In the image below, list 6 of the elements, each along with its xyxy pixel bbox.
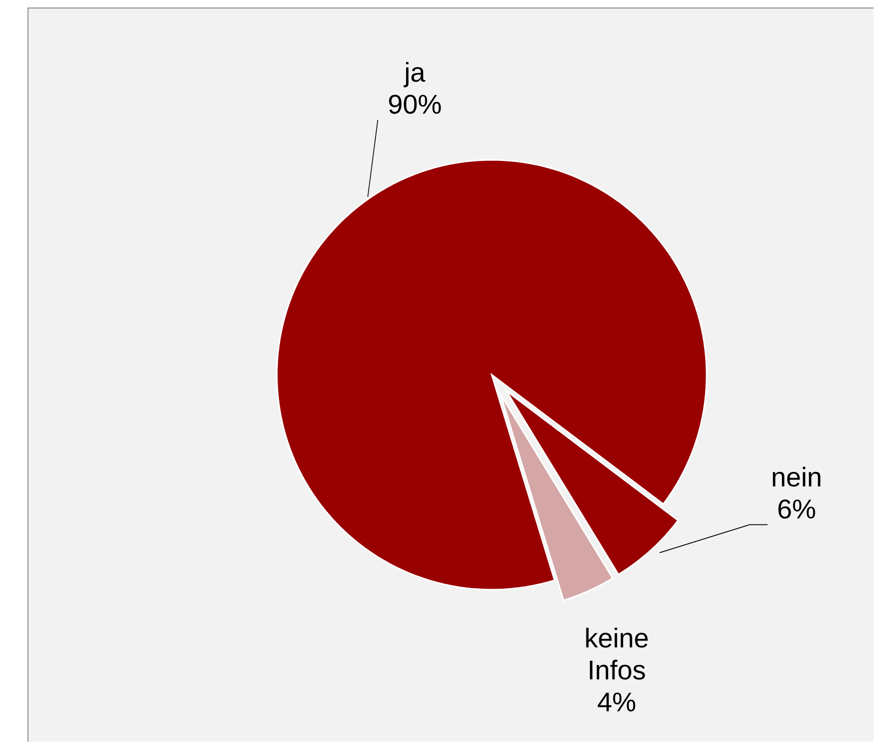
data-label: 6% [778,499,816,519]
slice-label: keine Infos [586,628,648,680]
data-label: 4% [598,692,636,712]
slice-label: ja [404,62,426,88]
data-label: 90% [389,94,441,114]
slice-label: nein [772,466,820,487]
